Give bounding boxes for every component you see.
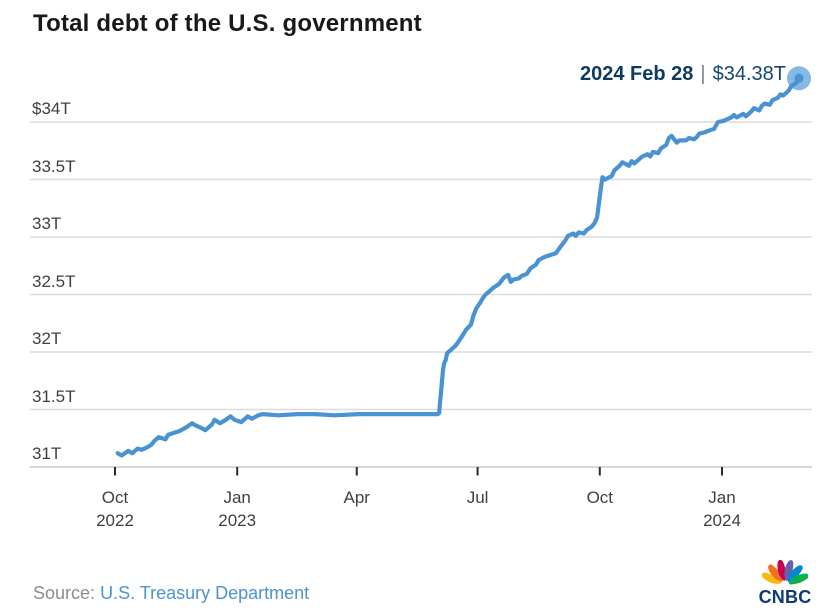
peacock-feather [784,560,794,582]
peacock-feather [787,565,803,583]
x-axis-month: Jan [708,488,736,507]
y-axis-label: 31T [32,444,62,463]
debt-line [115,76,802,458]
x-axis-month: Jan [223,488,251,507]
peacock-feather [768,564,784,582]
chart-title: Total debt of the U.S. government [33,10,422,37]
latest-point-annotation: 2024 Feb 28 | $34.38T [580,63,786,86]
annotation-separator: | [700,63,706,85]
cnbc-peacock-icon [761,559,809,585]
cnbc-wordmark: CNBC [758,587,812,607]
y-axis-label: 33T [32,214,62,233]
x-axis-label: Apr [312,486,402,509]
x-axis-month: Apr [343,488,370,507]
peacock-feather [761,572,782,584]
x-axis-label: Jul [433,486,523,509]
x-axis-label: Oct [555,486,645,509]
annotation-date: 2024 Feb 28 [579,63,694,85]
y-axis-label: 33.5T [32,156,76,176]
x-axis-label: Jan 2024 [677,486,767,532]
x-axis-year: 2022 [96,511,134,530]
y-axis-label: 32.5T [32,271,76,291]
x-axis-year: 2023 [218,511,257,530]
end-marker-dot [794,73,804,83]
peacock-feather [777,559,786,581]
annotation-value: $34.38T [712,63,786,85]
x-axis-label: Jan 2023 [192,486,282,532]
source-link[interactable]: U.S. Treasury Department [100,583,310,603]
peacock-feather [788,573,809,585]
source-row: Source: U.S. Treasury Department [33,583,309,604]
y-axis-label: $34T [32,99,71,118]
x-axis-month: Oct [586,488,614,507]
source-label: Source: [33,583,96,603]
y-axis-label: 31.5T [32,386,76,406]
y-axis-label: 32T [32,329,62,348]
x-axis-label: Oct 2022 [70,486,160,532]
x-axis-month: Jul [466,488,489,507]
x-axis-month: Oct [101,488,129,507]
cnbc-logo: CNBC [758,555,812,608]
x-axis-year: 2024 [703,511,741,530]
